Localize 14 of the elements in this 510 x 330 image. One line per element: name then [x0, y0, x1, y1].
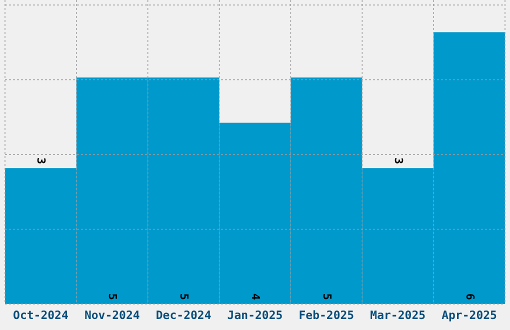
x-tick-label: Apr-2025 [442, 308, 498, 322]
x-tick-label: Mar-2025 [370, 308, 426, 322]
x-tick-label: Dec-2024 [156, 308, 212, 322]
data-label: 3 [392, 157, 405, 164]
x-tick-label: Oct-2024 [13, 308, 68, 322]
data-label: 4 [248, 293, 262, 300]
data-label: 5 [106, 293, 120, 300]
x-tick-label: Jan-2025 [227, 308, 283, 322]
data-label: 5 [178, 293, 191, 300]
x-tick-label: Feb-2025 [298, 308, 354, 322]
data-label: 6 [463, 293, 476, 300]
data-label: 5 [320, 293, 334, 300]
data-label: 3 [34, 157, 48, 164]
x-tick-label: Nov-2024 [84, 308, 140, 322]
